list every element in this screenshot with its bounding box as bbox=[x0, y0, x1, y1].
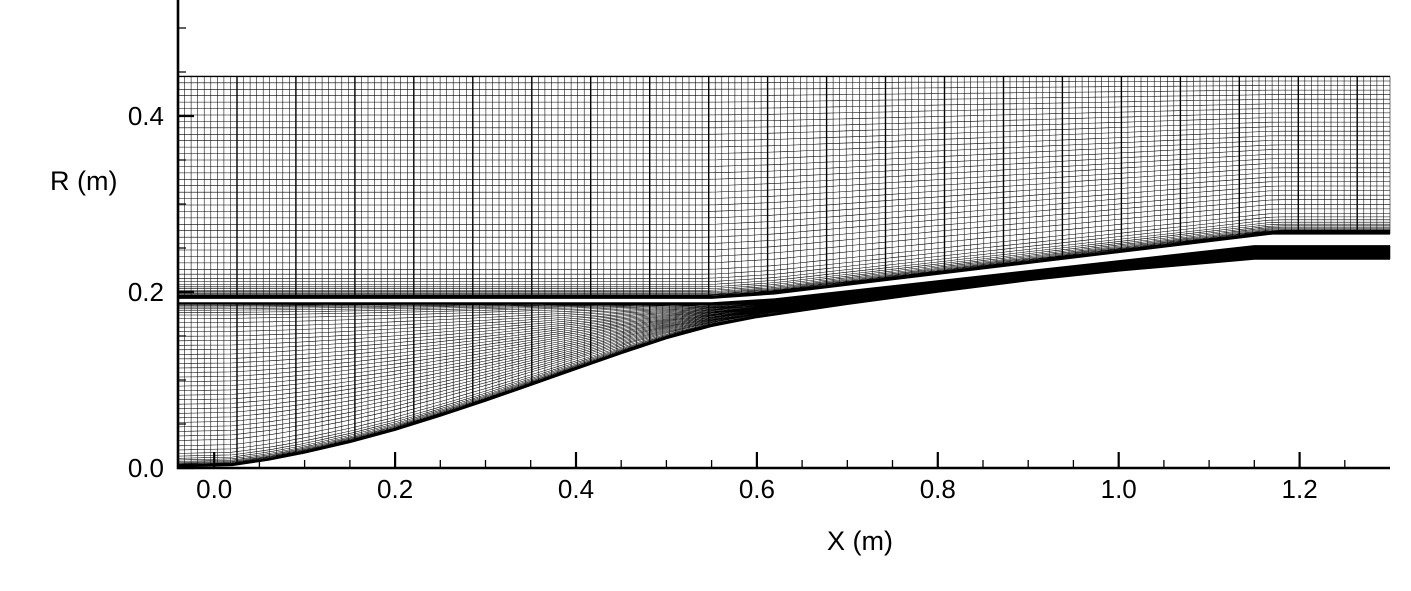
y-tick-label: 0.2 bbox=[128, 277, 164, 307]
x-tick-label: 0.2 bbox=[377, 474, 413, 504]
axis-lines bbox=[176, 0, 1390, 470]
x-tick-label: 1.0 bbox=[1101, 474, 1137, 504]
mesh-lines-vertical-inner-duct bbox=[184, 245, 1391, 467]
y-axis-title: R (m) bbox=[50, 166, 118, 196]
x-axis-title: X (m) bbox=[827, 526, 893, 556]
y-tick-label: 0.0 bbox=[128, 453, 164, 483]
x-tick-label: 0.8 bbox=[920, 474, 956, 504]
mesh-lines-vertical-outer-duct bbox=[184, 76, 1391, 299]
x-tick-label: 1.2 bbox=[1282, 474, 1318, 504]
block-boundary-outer-duct bbox=[178, 75, 1390, 299]
major-ticks bbox=[178, 114, 1301, 470]
block-boundary-inner-duct bbox=[177, 245, 1390, 468]
x-tick-label: 0.6 bbox=[739, 474, 775, 504]
mesh-lines-horizontal-outer-duct bbox=[178, 76, 1390, 299]
x-tick-label: 0.4 bbox=[558, 474, 594, 504]
mesh-lines-horizontal-inner-duct bbox=[177, 245, 1390, 467]
y-tick-label: 0.4 bbox=[128, 101, 164, 131]
minor-ticks bbox=[178, 27, 1346, 468]
x-tick-label: 0.0 bbox=[196, 474, 232, 504]
